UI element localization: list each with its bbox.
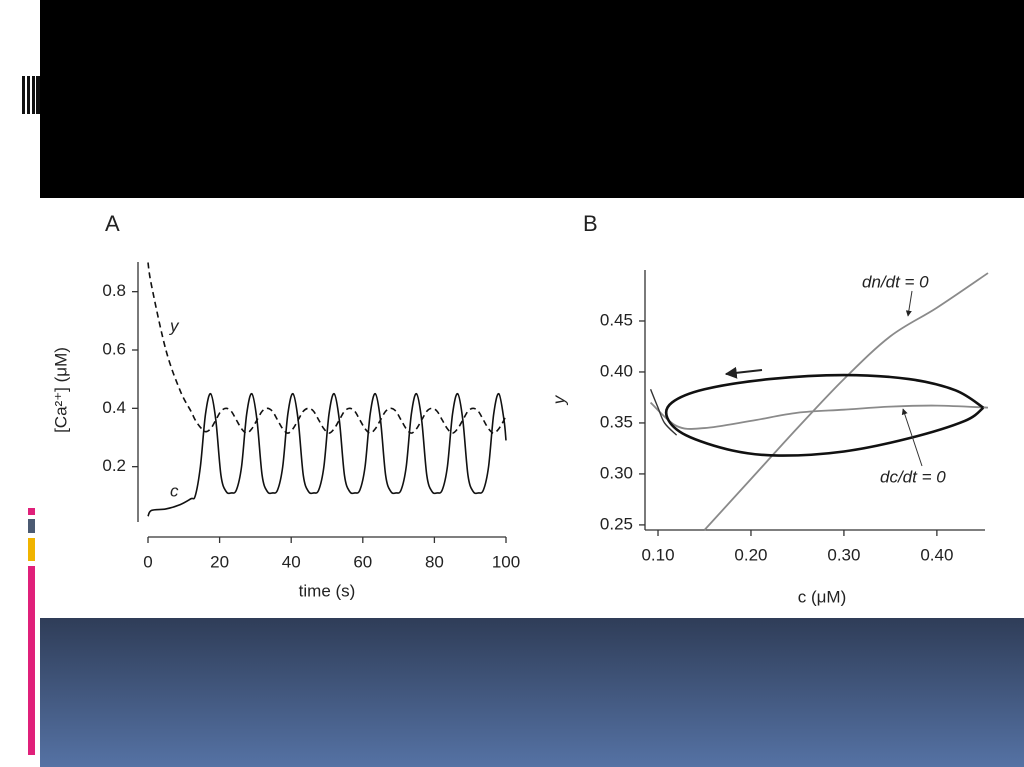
panel-label: A (105, 211, 120, 236)
series-line (649, 389, 678, 436)
y-tick-label: 0.6 (102, 339, 126, 358)
direction-arrow (724, 366, 763, 379)
annotation: dn/dt = 0 (862, 272, 929, 291)
y-axis-label: y (549, 394, 568, 405)
x-tick-label: 60 (353, 552, 372, 571)
x-tick-label: 80 (425, 552, 444, 571)
x-tick-label: 40 (282, 552, 301, 571)
x-tick-label: 0 (143, 552, 152, 571)
series-line (664, 373, 985, 457)
y-tick-label: 0.30 (600, 463, 633, 482)
accent-bar (28, 519, 35, 533)
y-axis-label: [Ca²⁺] (μM) (51, 347, 70, 433)
y-tick-label: 0.2 (102, 456, 126, 475)
accent-bar (28, 538, 35, 561)
series-label: c (170, 481, 179, 500)
series-line (649, 401, 989, 430)
series-line (703, 272, 989, 531)
series-line (147, 392, 507, 517)
annotation: dc/dt = 0 (880, 467, 946, 486)
x-tick-label: 0.10 (641, 545, 674, 564)
accent-bar (28, 508, 35, 515)
x-axis-label: time (s) (299, 581, 356, 600)
y-tick-label: 0.40 (600, 361, 633, 380)
pointer (905, 290, 913, 317)
x-axis-label: c (μM) (798, 587, 847, 606)
panel-label: B (583, 211, 598, 236)
x-tick-label: 0.40 (920, 545, 953, 564)
series-label: y (169, 316, 180, 335)
corner-stripes (22, 76, 40, 114)
series-line (147, 262, 507, 434)
x-tick-label: 0.20 (734, 545, 767, 564)
y-tick-label: 0.45 (600, 310, 633, 329)
y-tick-label: 0.35 (600, 412, 633, 431)
y-tick-label: 0.25 (600, 514, 633, 533)
x-tick-label: 20 (210, 552, 229, 571)
header-band (40, 0, 1024, 198)
accent-bar (28, 566, 35, 755)
y-tick-label: 0.8 (102, 281, 126, 300)
footer-band (40, 618, 1024, 767)
y-tick-label: 0.4 (102, 398, 126, 417)
x-tick-label: 100 (492, 552, 520, 571)
figure: A 0.2 0.4 0.6 0.8 0 20 40 60 80 100 [Ca²⁺] (μM) time… (51, 211, 989, 606)
pointer (901, 408, 923, 467)
x-tick-label: 0.30 (827, 545, 860, 564)
